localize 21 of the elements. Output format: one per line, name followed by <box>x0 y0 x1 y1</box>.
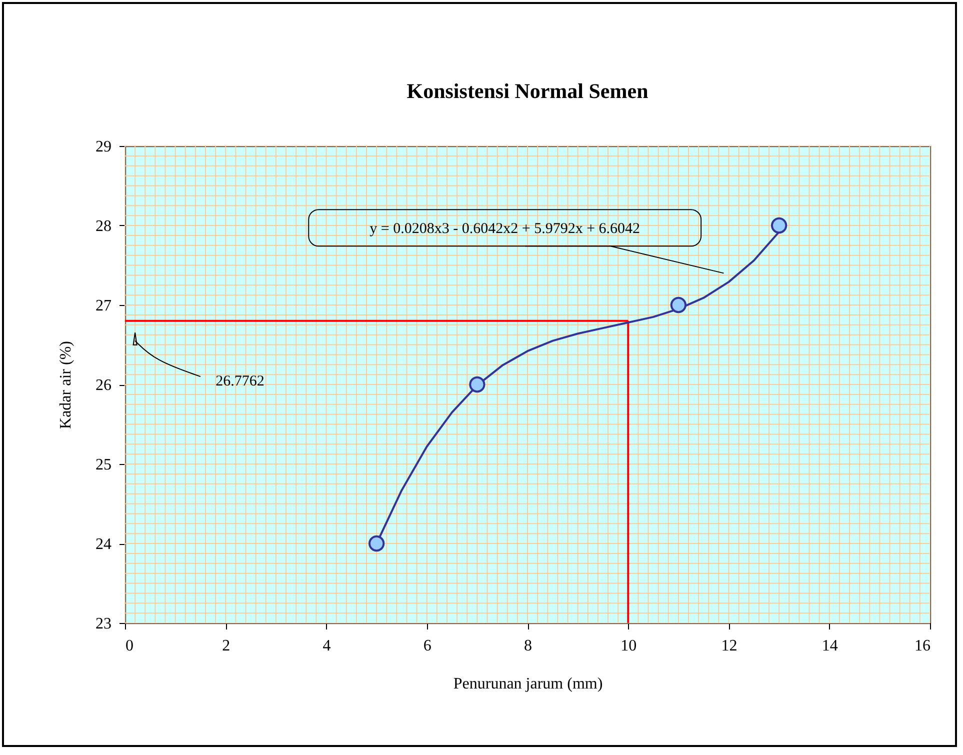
x-tick-label: 10 <box>620 638 637 654</box>
y-tick-label: 25 <box>96 456 112 474</box>
chart-title: Konsistensi Normal Semen <box>406 79 649 103</box>
annotation: y = 0.0208x3 - 0.6042x2 + 5.9792x + 6.6042 <box>370 220 640 237</box>
x-tick-label: 2 <box>222 638 230 654</box>
y-tick-label: 29 <box>96 138 112 156</box>
y-tick-label: 26 <box>96 377 112 394</box>
x-tick-label: 14 <box>822 638 838 654</box>
x-tick-label: 8 <box>524 638 532 654</box>
annotation: 26.7762 <box>216 374 264 390</box>
y-axis-title: Kadar air (%) <box>58 341 74 429</box>
y-tick-label: 24 <box>96 536 112 553</box>
x-tick-label: 0 <box>126 638 134 654</box>
x-tick-label: 6 <box>423 638 432 654</box>
y-tick-label: 28 <box>96 218 112 235</box>
x-tick-label: 16 <box>914 638 930 654</box>
x-axis-title: Penurunan jarum (mm) <box>453 676 603 692</box>
x-tick-label: 12 <box>721 638 738 654</box>
y-tick-label: 23 <box>96 616 112 632</box>
x-tick-label: 4 <box>322 638 331 654</box>
y-tick-label: 27 <box>96 298 112 314</box>
